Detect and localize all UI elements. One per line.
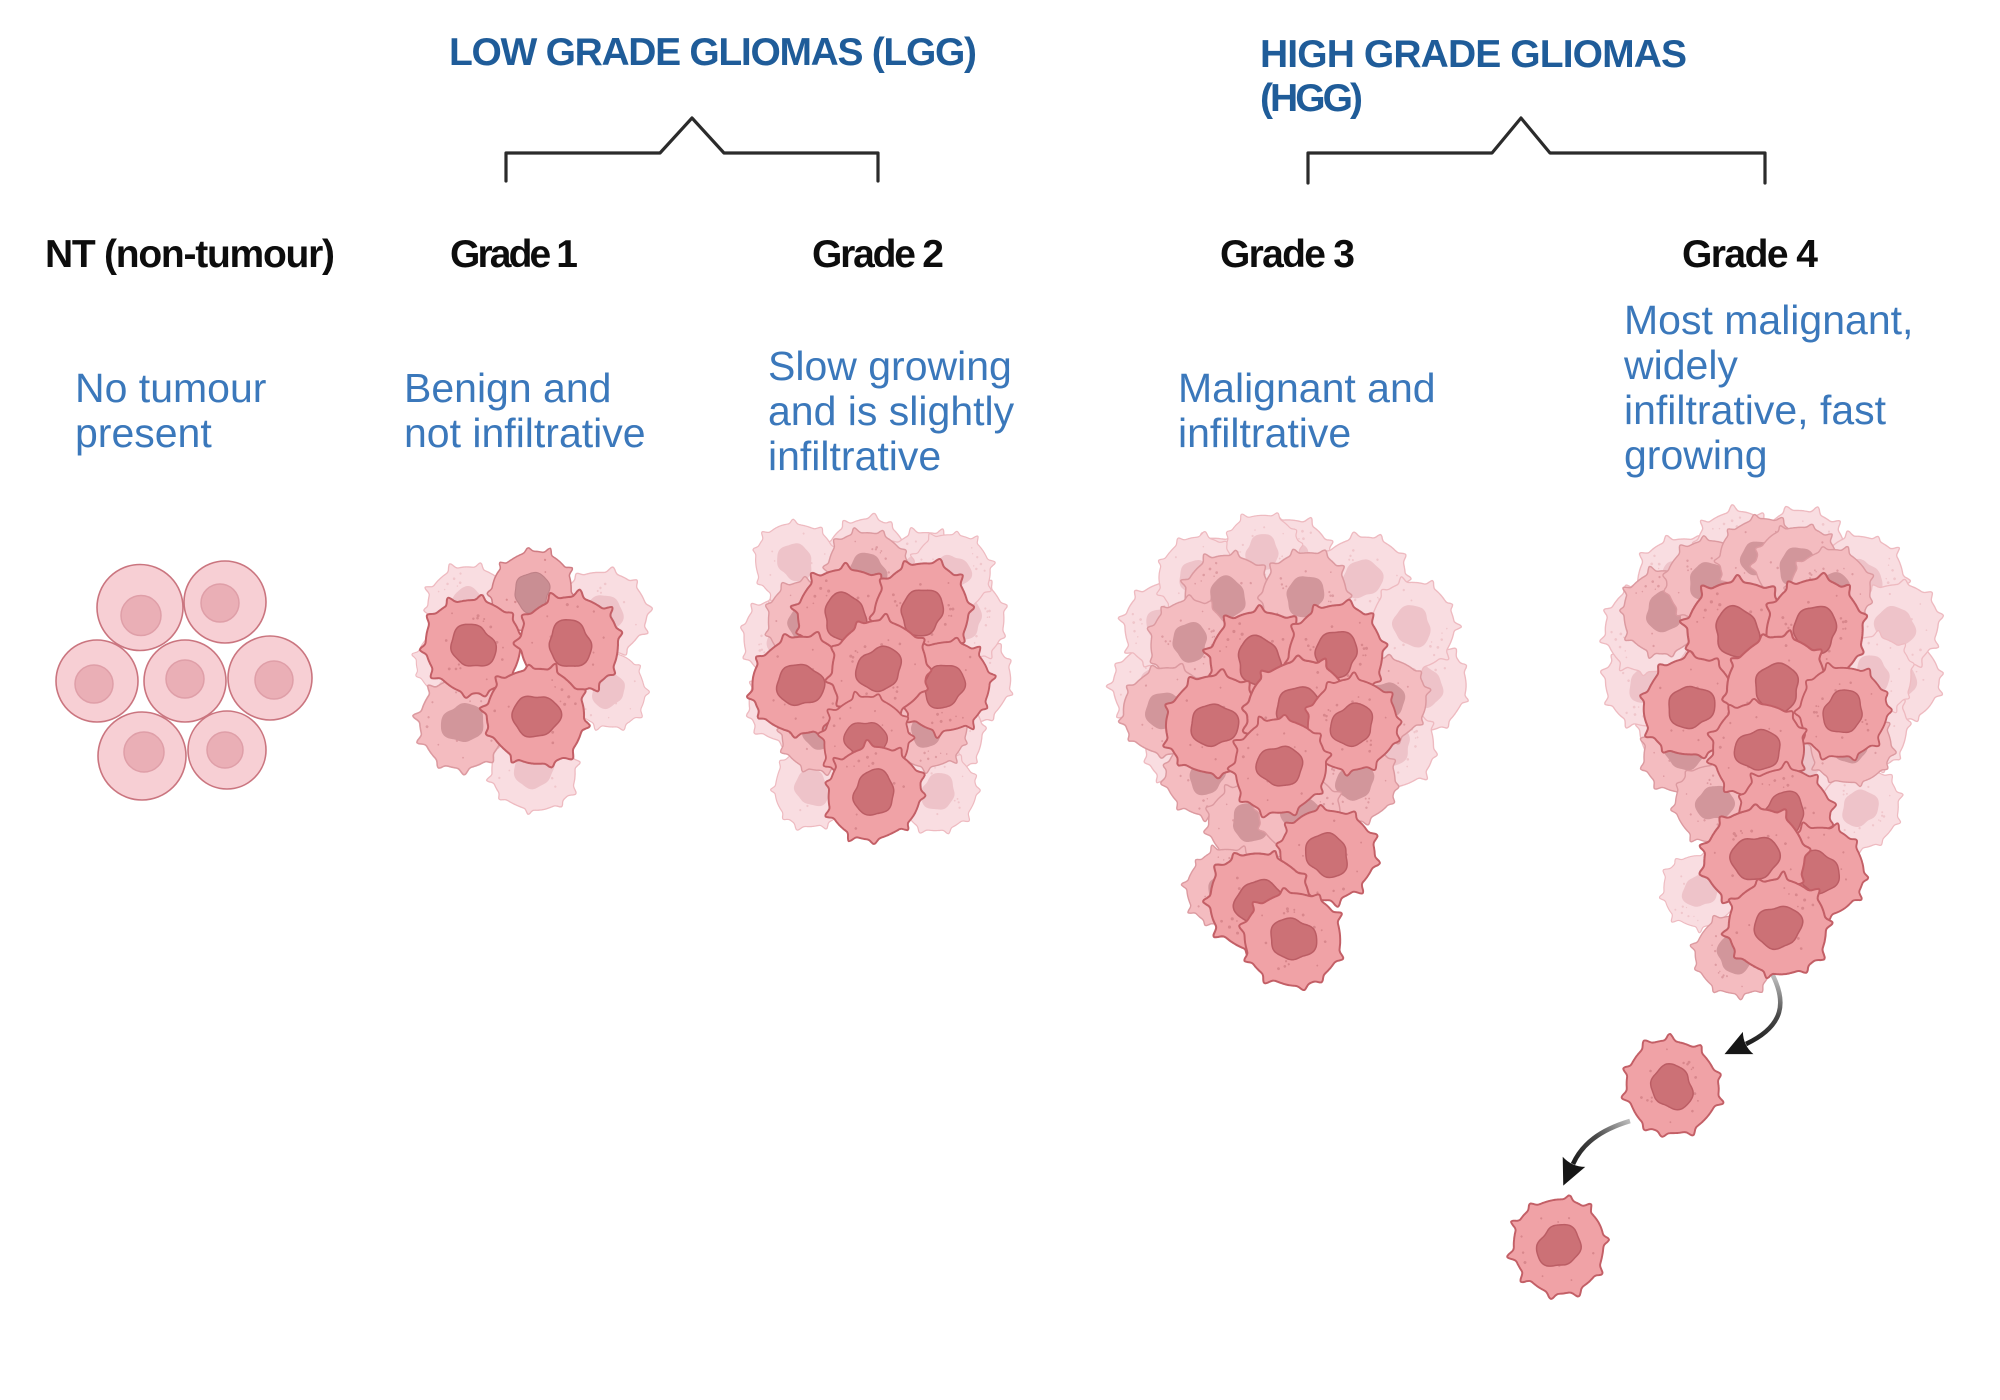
svg-text:growing: growing bbox=[1624, 432, 1768, 478]
svg-text:Malignant and: Malignant and bbox=[1178, 365, 1436, 411]
svg-text:Slow growing: Slow growing bbox=[768, 343, 1012, 389]
svg-text:Benign and: Benign and bbox=[404, 365, 611, 411]
svg-text:infiltrative: infiltrative bbox=[1178, 410, 1351, 456]
svg-text:present: present bbox=[75, 410, 212, 456]
svg-text:Grade 3: Grade 3 bbox=[1220, 233, 1355, 276]
svg-text:widely: widely bbox=[1623, 342, 1738, 388]
svg-text:not infiltrative: not infiltrative bbox=[404, 410, 646, 456]
svg-text:LOW GRADE GLIOMAS (LGG): LOW GRADE GLIOMAS (LGG) bbox=[449, 31, 977, 74]
svg-text:Most malignant,: Most malignant, bbox=[1624, 297, 1913, 343]
svg-text:NT (non-tumour): NT (non-tumour) bbox=[45, 233, 335, 276]
svg-text:Grade 4: Grade 4 bbox=[1682, 233, 1818, 276]
svg-text:infiltrative: infiltrative bbox=[768, 433, 941, 479]
svg-text:infiltrative, fast: infiltrative, fast bbox=[1624, 387, 1887, 433]
svg-text:(HGG): (HGG) bbox=[1260, 77, 1363, 120]
svg-text:Grade 2: Grade 2 bbox=[812, 233, 944, 276]
svg-text:and is slightly: and is slightly bbox=[768, 388, 1015, 434]
svg-text:Grade 1: Grade 1 bbox=[450, 233, 578, 276]
svg-text:HIGH GRADE GLIOMAS: HIGH GRADE GLIOMAS bbox=[1260, 33, 1687, 76]
svg-text:No tumour: No tumour bbox=[75, 365, 266, 411]
